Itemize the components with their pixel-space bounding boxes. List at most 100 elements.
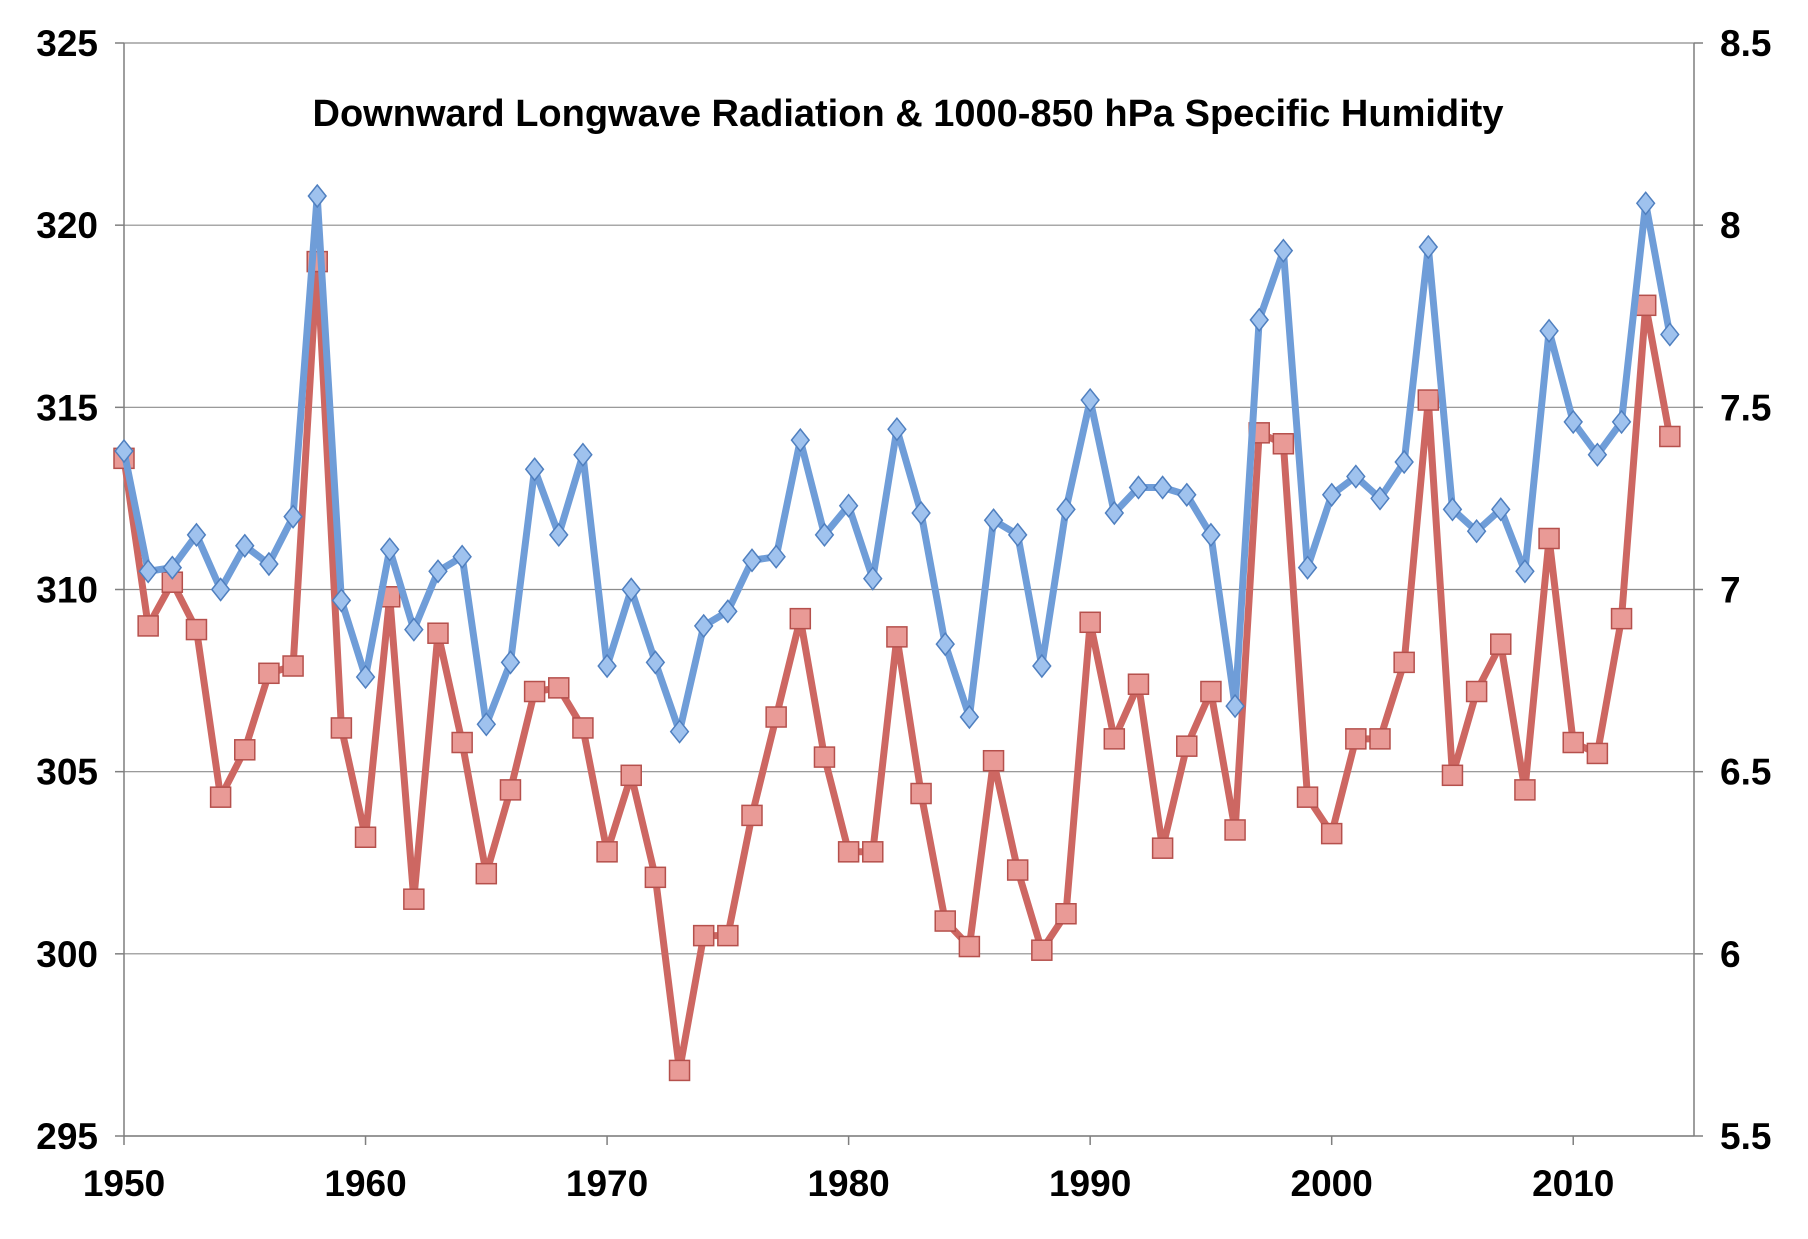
data-point (209, 786, 232, 808)
data-point (1200, 680, 1222, 703)
x-tick-label: 1970 (566, 1163, 648, 1204)
data-point (668, 1059, 691, 1082)
data-point (1563, 409, 1583, 435)
data-point (813, 746, 836, 768)
data-point (258, 662, 280, 685)
data-point (235, 533, 255, 558)
data-point (1539, 318, 1559, 344)
data-point (1128, 475, 1149, 500)
y-left-tick-label: 315 (36, 387, 98, 428)
data-point (789, 607, 812, 630)
data-point (1514, 779, 1536, 801)
data-point (1610, 607, 1633, 630)
data-point (1466, 519, 1487, 544)
y-right-tick-label: 8.5 (1720, 23, 1771, 64)
data-point (597, 653, 617, 679)
data-point (934, 910, 956, 932)
data-point (1611, 409, 1632, 435)
data-point (1441, 764, 1464, 787)
data-point (549, 522, 569, 548)
data-point (475, 862, 498, 885)
data-point (572, 717, 594, 739)
data-point (1224, 819, 1246, 841)
data-point (548, 677, 570, 699)
data-point (814, 522, 835, 548)
data-point (523, 680, 546, 703)
data-point (185, 618, 208, 641)
data-point (741, 804, 763, 827)
data-point (186, 522, 207, 548)
data-point (1490, 633, 1512, 655)
y-right-tick-label: 6 (1720, 934, 1741, 975)
data-point (1201, 522, 1221, 548)
data-point (910, 782, 932, 805)
data-point (355, 664, 376, 690)
data-point (1079, 611, 1101, 634)
tick-labels: 295 300 305 310 315 320 325 5.5 6 6.5 7 7.5 8 8.5 1950… (36, 23, 1771, 1204)
data-point (837, 841, 860, 863)
data-point (669, 719, 690, 744)
data-point (911, 500, 931, 526)
data-point (1151, 837, 1174, 859)
data-point (982, 749, 1005, 772)
data-point (1321, 482, 1342, 507)
data-point (259, 551, 279, 577)
y-right-tick-label: 7 (1720, 570, 1741, 611)
data-point (573, 442, 593, 467)
data-point (1225, 693, 1245, 719)
data-point (210, 577, 231, 602)
data-point (1659, 425, 1681, 448)
data-point (524, 457, 545, 482)
data-point (499, 779, 522, 801)
axes (115, 42, 1703, 1145)
data-point (1032, 653, 1052, 679)
y-right-tick-label: 6.5 (1720, 752, 1771, 793)
data-point (983, 508, 1004, 533)
data-point (114, 438, 134, 464)
data-point (959, 704, 980, 730)
data-point (1562, 731, 1584, 754)
data-point (621, 577, 641, 602)
data-point (1006, 859, 1029, 881)
y-right-tick-label: 8 (1720, 205, 1741, 246)
series (113, 183, 1681, 1082)
data-point (958, 935, 981, 958)
data-point (403, 888, 425, 910)
data-point (596, 841, 618, 863)
data-point (1031, 939, 1053, 961)
data-point (1177, 482, 1197, 507)
data-point (307, 183, 327, 209)
x-tick-label: 1960 (324, 1163, 406, 1204)
y-left-tick-label: 295 (36, 1116, 98, 1157)
data-point (1345, 728, 1367, 750)
y-left-tick-label: 305 (36, 752, 98, 793)
x-tick-label: 1990 (1049, 1163, 1131, 1204)
data-point (1586, 742, 1609, 765)
data-point (1127, 673, 1150, 695)
y-left-tick-label: 300 (36, 934, 98, 975)
data-point (1417, 389, 1440, 411)
data-point (693, 613, 714, 639)
data-point (1320, 822, 1343, 845)
data-point (862, 841, 884, 863)
data-point (427, 622, 449, 644)
data-point (1346, 464, 1366, 489)
data-point (935, 631, 955, 657)
data-point (765, 706, 787, 728)
data-point (1104, 500, 1125, 526)
data-point (1442, 497, 1463, 522)
data-point (1635, 191, 1656, 216)
data-point (1176, 735, 1198, 757)
y-right-tick-label: 5.5 (1720, 1116, 1771, 1157)
data-point (379, 537, 400, 562)
data-point (234, 739, 256, 761)
chart-title: Downward Longwave Radiation & 1000-850 h… (313, 93, 1504, 135)
data-point (644, 866, 667, 889)
data-point (692, 924, 715, 947)
data-point (1055, 903, 1077, 925)
data-point (1297, 555, 1318, 580)
data-point (1272, 433, 1295, 455)
data-point (1369, 728, 1391, 750)
data-point (1538, 527, 1560, 550)
